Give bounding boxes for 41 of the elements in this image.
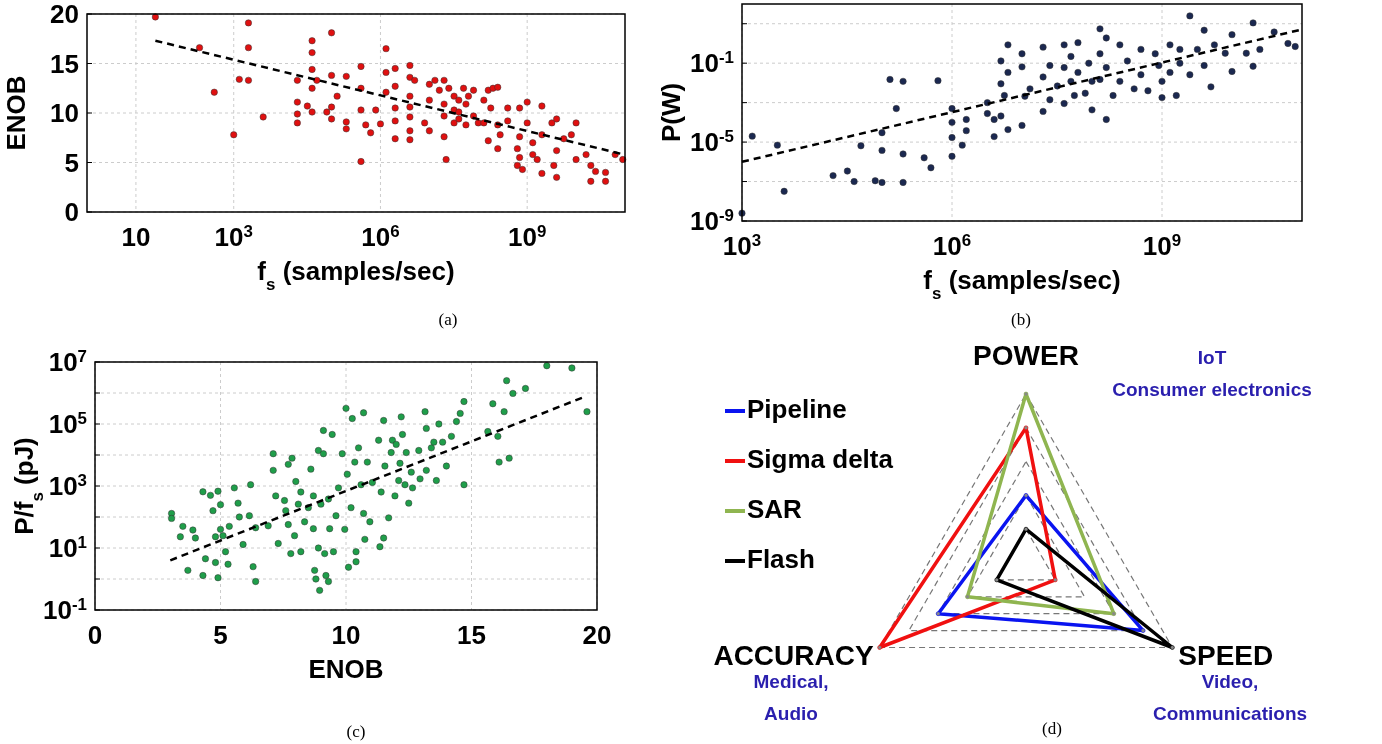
legend-label: Pipeline bbox=[747, 393, 847, 424]
y-tick-label: 10$^{3}$ bbox=[48, 470, 87, 502]
x-tick-label: 10$^{6}$ bbox=[932, 230, 972, 261]
x-tick-label: 10$^{9}$ bbox=[1142, 230, 1182, 261]
x-tick-label: 10 bbox=[121, 222, 151, 252]
x-tick-label: 20 bbox=[582, 620, 612, 650]
x-tick-label: 10$^{3}$ bbox=[214, 221, 253, 252]
y-tick-label: 5 bbox=[64, 147, 79, 178]
x-axis-title: f$_{s}$ (samples/sec) bbox=[923, 265, 1121, 303]
text: (a) bbox=[438, 310, 458, 329]
y-tick-label: 20 bbox=[50, 0, 79, 30]
x-axis-title: f$_{s}$ (samples/sec) bbox=[257, 256, 455, 294]
legend-label: SAR bbox=[747, 493, 803, 524]
spoke-label: ACCURACY bbox=[713, 639, 874, 671]
y-axis-title: ENOB bbox=[1, 75, 31, 151]
y-axis-title: P(W) bbox=[656, 82, 686, 143]
x-tick-label: 10$^{9}$ bbox=[508, 221, 547, 252]
spoke-label: SPEED bbox=[1178, 639, 1274, 671]
text: Video, Communications bbox=[1152, 671, 1308, 724]
y-tick-label: 10$^{1}$ bbox=[48, 532, 87, 564]
y-tick-label: 10 bbox=[50, 98, 79, 129]
spoke-label: POWER bbox=[973, 340, 1079, 372]
x-axis-title: ENOB bbox=[308, 654, 384, 684]
x-tick-label: 15 bbox=[457, 620, 486, 650]
text: (c) bbox=[346, 722, 366, 741]
legend-label: Sigma delta bbox=[747, 443, 894, 474]
y-tick-label: 0 bbox=[64, 197, 79, 228]
x-tick-label: 10 bbox=[331, 620, 361, 650]
y-tick-label: 15 bbox=[50, 48, 79, 79]
y-tick-label: 10$^{7}$ bbox=[48, 346, 87, 378]
y-tick-label: 10$^{-1}$ bbox=[43, 594, 87, 626]
y-tick-label: 10$^{-5}$ bbox=[690, 126, 734, 158]
text: (b) bbox=[1011, 310, 1031, 329]
x-tick-label: 5 bbox=[213, 620, 228, 650]
legend-label: Flash bbox=[747, 543, 815, 574]
y-tick-label: 10$^{5}$ bbox=[48, 408, 87, 440]
y-tick-label: 10$^{-1}$ bbox=[690, 47, 734, 79]
text: IoT Consumer electronics bbox=[1112, 347, 1312, 400]
text: Medical, Audio bbox=[753, 671, 829, 724]
x-tick-label: 10$^{6}$ bbox=[361, 221, 400, 252]
text: (d) bbox=[1042, 719, 1062, 738]
